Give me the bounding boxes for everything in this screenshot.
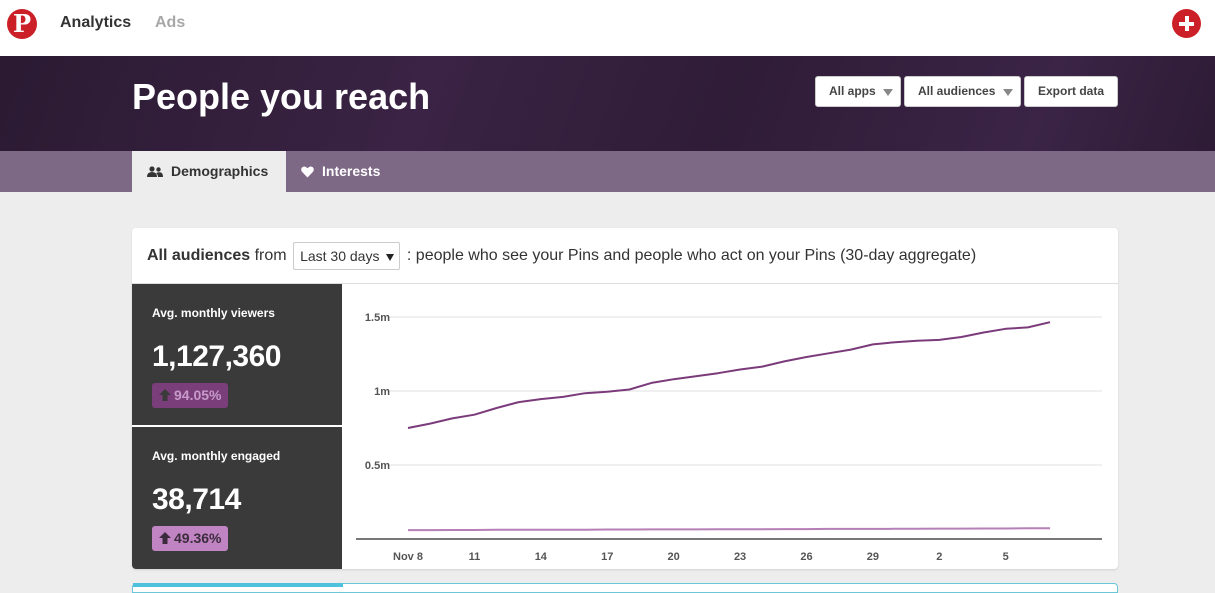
tab-interests[interactable]: Interests: [286, 151, 396, 192]
top-nav: P Analytics Ads: [0, 0, 1215, 56]
x-tick-label: 5: [1003, 551, 1009, 563]
people-icon: [147, 166, 163, 177]
page-header: People you reach All apps All audiences …: [0, 56, 1215, 151]
apps-filter-label: All apps: [829, 84, 876, 98]
x-tick-label: 23: [734, 551, 746, 563]
heart-icon: [301, 166, 314, 178]
export-data-button[interactable]: Export data: [1024, 76, 1118, 107]
line-chart: 0.5m 1m 1.5m Nov 8 11 14 17 20 23 26 29 2 5: [356, 312, 1102, 563]
apps-filter-dropdown[interactable]: All apps: [815, 76, 901, 107]
x-tick-label: 29: [867, 551, 879, 563]
x-tick-label: 11: [469, 551, 481, 563]
audiences-filter-dropdown[interactable]: All audiences: [904, 76, 1021, 107]
audiences-filter-label: All audiences: [918, 84, 996, 98]
stat-value: 1,127,360: [152, 340, 281, 373]
pinterest-logo[interactable]: P: [7, 9, 37, 39]
change-value: 94.05%: [174, 387, 222, 403]
nav-ads[interactable]: Ads: [155, 14, 186, 31]
x-tick-label: 26: [800, 551, 812, 563]
x-tick-label: 14: [535, 551, 548, 563]
date-range-value: Last 30 days: [300, 247, 380, 264]
arrow-up-icon: [159, 389, 171, 401]
caret-down-icon: [1003, 89, 1013, 96]
stat-monthly-engaged[interactable]: Avg. monthly engaged 38,714 49.36%: [132, 427, 342, 569]
add-pin-icon[interactable]: [1172, 9, 1201, 38]
audience-name: All audiences: [147, 247, 251, 264]
card-header: All audiences from Last 30 days : people…: [132, 228, 1118, 284]
arrow-up-icon: [159, 532, 171, 544]
tab-bar: Demographics Interests: [0, 151, 1215, 192]
tab-demographics[interactable]: Demographics: [132, 151, 286, 192]
stat-value: 38,714: [152, 483, 241, 516]
caret-down-icon: [386, 253, 395, 261]
y-tick-label: 0.5m: [365, 460, 390, 472]
tab-interests-label: Interests: [322, 163, 381, 179]
series-line-engaged: [408, 527, 1050, 532]
from-label: from: [254, 247, 287, 264]
stat-label: Avg. monthly engaged: [152, 449, 281, 463]
page-title: People you reach: [132, 76, 431, 117]
change-value: 49.36%: [174, 530, 222, 546]
audience-card: All audiences from Last 30 days : people…: [132, 228, 1118, 569]
caret-down-icon: [883, 89, 893, 96]
stat-label: Avg. monthly viewers: [152, 306, 275, 320]
change-badge: 49.36%: [152, 526, 229, 551]
x-tick-label: 17: [601, 551, 613, 563]
stat-monthly-viewers[interactable]: Avg. monthly viewers 1,127,360 94.05%: [132, 284, 342, 425]
y-tick-label: 1m: [374, 386, 390, 398]
change-badge: 94.05%: [152, 383, 229, 408]
x-tick-label: 2: [936, 551, 942, 563]
next-card: [132, 583, 1118, 593]
series-line-viewers: [407, 321, 1051, 429]
y-tick-label: 1.5m: [365, 312, 390, 324]
card-description: : people who see your Pins and people wh…: [406, 247, 977, 264]
x-tick-label: Nov 8: [393, 551, 423, 563]
x-tick-label: 20: [668, 551, 680, 563]
date-range-select[interactable]: Last 30 days: [293, 241, 401, 270]
tab-demographics-label: Demographics: [171, 163, 269, 179]
nav-analytics[interactable]: Analytics: [60, 14, 132, 31]
